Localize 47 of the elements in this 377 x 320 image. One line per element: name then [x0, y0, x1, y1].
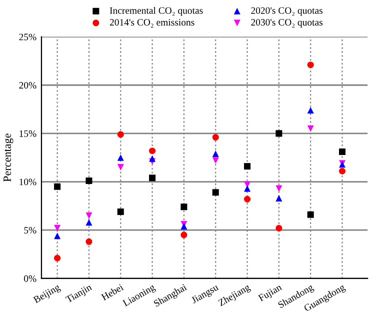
y-tick-label: 0%: [24, 275, 36, 282]
point: [180, 204, 188, 210]
point: [307, 106, 314, 114]
point: [244, 196, 251, 202]
point: [86, 212, 92, 219]
point: [117, 208, 124, 215]
point: [212, 157, 219, 164]
point: [212, 150, 219, 157]
x-tick-label: Hebei: [100, 283, 124, 301]
y-tick-label: 15%: [20, 130, 36, 137]
point: [276, 130, 282, 137]
point: [149, 174, 156, 182]
point: [307, 211, 314, 218]
point: [86, 178, 92, 184]
point: [338, 168, 346, 174]
legend-label: 2020's CO₂ quotas: [251, 7, 322, 16]
point: [54, 232, 61, 240]
point: [276, 224, 282, 232]
point: [54, 224, 61, 232]
point: [244, 163, 251, 170]
y-tick-label: 25%: [19, 34, 36, 40]
point: [86, 238, 92, 245]
point: [212, 134, 219, 141]
legend-label: 2014's CO₂ emissions: [110, 19, 194, 28]
y-tick-label: 10%: [20, 178, 36, 186]
point: [307, 125, 314, 132]
point: [276, 194, 282, 202]
point: [180, 232, 188, 238]
point: [212, 189, 219, 196]
point: [117, 154, 124, 161]
point: [244, 185, 251, 192]
legend-label: 2030's CO₂ quotas: [251, 19, 322, 28]
y-tick-label: 5%: [24, 226, 36, 234]
y-tick-label: 20%: [19, 82, 36, 89]
point: [54, 254, 61, 262]
point: [244, 181, 251, 188]
point: [86, 219, 92, 226]
point: [307, 62, 314, 68]
point: [149, 148, 156, 154]
point: [54, 183, 61, 190]
point: [338, 148, 346, 156]
y-axis-title: Percentage: [4, 134, 14, 182]
point: [117, 131, 124, 138]
legend-label: Incremental CO₂ quotas: [110, 6, 203, 16]
point: [117, 164, 124, 171]
point: [276, 185, 282, 192]
point: [149, 155, 156, 162]
